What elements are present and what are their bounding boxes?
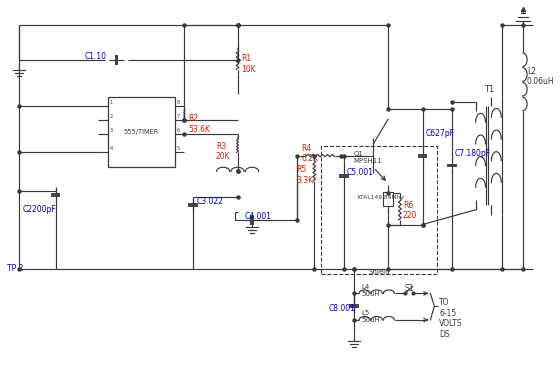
Text: C4.001: C4.001 (244, 212, 272, 221)
Text: C3.022: C3.022 (196, 197, 223, 206)
Text: 8: 8 (176, 100, 180, 106)
Text: 5: 5 (176, 146, 180, 151)
Bar (383, 192, 393, 206)
Text: 1: 1 (110, 100, 113, 106)
Text: Shield: Shield (368, 269, 390, 275)
Text: Q1
MPSH11: Q1 MPSH11 (354, 151, 382, 164)
Text: T1: T1 (484, 85, 494, 94)
Bar (108, 97, 175, 167)
Text: S1: S1 (405, 283, 414, 292)
Text: TO
6-15
VOLTS
DS: TO 6-15 VOLTS DS (439, 298, 463, 339)
Text: C5.001: C5.001 (347, 169, 374, 178)
Text: R3
20K: R3 20K (216, 142, 231, 161)
Text: R2
53.6K: R2 53.6K (188, 114, 211, 134)
Text: C627pF: C627pF (426, 129, 455, 138)
Text: 6: 6 (176, 128, 180, 133)
Bar (321, 146, 437, 274)
Text: TP 2: TP 2 (7, 264, 24, 273)
Text: 555/TIMER: 555/TIMER (123, 129, 159, 135)
Text: C1.10: C1.10 (85, 52, 107, 61)
Text: R6
220: R6 220 (403, 201, 417, 220)
Text: C8.001: C8.001 (329, 304, 356, 313)
Text: 4: 4 (110, 146, 113, 151)
Text: 2: 2 (110, 114, 113, 119)
Text: C7.180pF: C7.180pF (455, 149, 491, 158)
Text: 3: 3 (110, 128, 113, 133)
Text: R5
3.3K: R5 3.3K (297, 165, 314, 185)
Text: R4
6.2K: R4 6.2K (301, 144, 319, 163)
Text: R1
10K: R1 10K (241, 54, 256, 74)
Text: L2
0.06uH: L2 0.06uH (527, 67, 554, 86)
Text: L5
50uH: L5 50uH (362, 310, 380, 323)
Text: L4
50uH: L4 50uH (362, 283, 380, 296)
Text: C2200pF: C2200pF (23, 205, 57, 214)
Text: XTAL149.89MHz: XTAL149.89MHz (357, 195, 405, 200)
Text: 7: 7 (176, 114, 180, 119)
